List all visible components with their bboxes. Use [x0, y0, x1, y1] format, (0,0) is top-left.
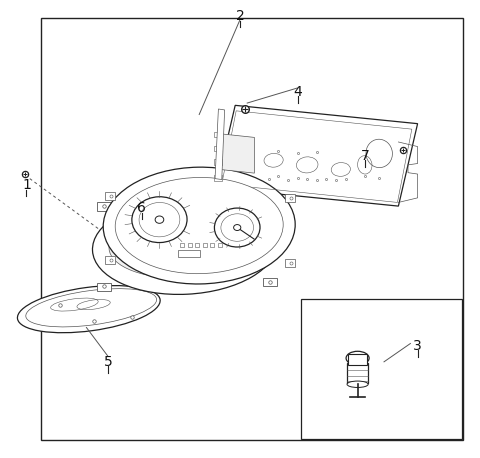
Bar	[214, 175, 222, 181]
Text: 1: 1	[22, 179, 31, 192]
Bar	[41, 18, 463, 440]
Bar	[285, 194, 295, 202]
Bar	[347, 363, 368, 383]
Polygon shape	[216, 105, 418, 206]
Bar	[105, 192, 115, 200]
Polygon shape	[220, 134, 254, 173]
Ellipse shape	[109, 212, 263, 278]
Bar	[97, 283, 111, 291]
Ellipse shape	[155, 216, 164, 224]
Text: 7: 7	[360, 149, 369, 163]
Bar	[214, 132, 222, 137]
Text: 6: 6	[137, 202, 146, 215]
Bar	[260, 205, 275, 213]
Ellipse shape	[103, 167, 295, 284]
Ellipse shape	[93, 198, 277, 294]
Bar	[285, 259, 295, 267]
Ellipse shape	[346, 351, 369, 365]
Text: 4: 4	[293, 85, 302, 98]
Polygon shape	[215, 109, 225, 180]
Text: 3: 3	[413, 339, 422, 353]
Bar	[179, 250, 200, 257]
Ellipse shape	[17, 286, 160, 333]
Ellipse shape	[215, 208, 260, 247]
Text: 5: 5	[104, 355, 112, 369]
Bar	[214, 159, 222, 165]
Bar	[97, 202, 111, 211]
Ellipse shape	[347, 381, 368, 387]
Bar	[301, 299, 462, 439]
Bar	[214, 146, 222, 151]
Ellipse shape	[132, 197, 187, 243]
Ellipse shape	[234, 224, 241, 230]
Bar	[263, 278, 277, 286]
Text: 2: 2	[236, 9, 244, 23]
Bar	[105, 256, 115, 264]
Bar	[348, 354, 367, 365]
Ellipse shape	[115, 177, 283, 274]
